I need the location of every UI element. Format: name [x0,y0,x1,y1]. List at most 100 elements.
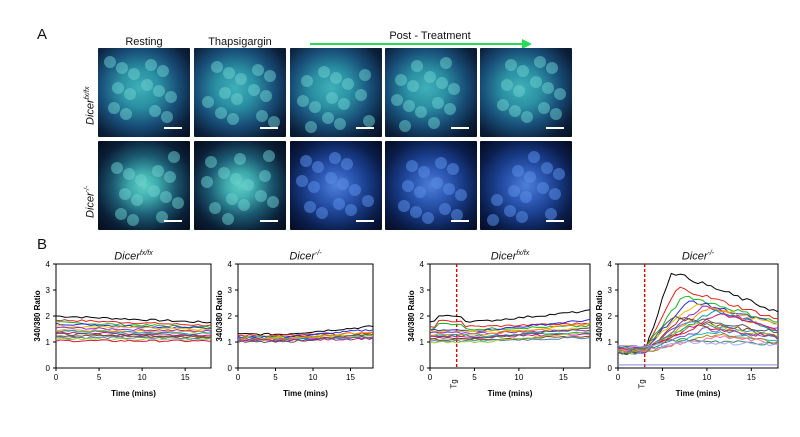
cell-blob [542,82,554,94]
series-line [55,329,212,335]
cell-blob [205,156,217,168]
cell-blob [520,191,532,203]
cell-blob [252,64,264,76]
y-tick-label: 1 [46,338,51,347]
cell-blob [296,175,308,187]
cell-blob [300,155,312,167]
micrograph-image [194,48,286,137]
plot-title-4: Dicer-/- [681,250,715,263]
x-tick-label: 10 [309,373,318,382]
cell-blob [363,115,375,127]
micrograph-image [480,48,572,137]
cell-blob [260,90,272,102]
series-line [617,333,779,354]
cell-blob [165,91,177,103]
series-line [429,335,591,341]
cell-blob [447,163,459,175]
x-tick-label: 10 [514,373,523,382]
cell-blob [435,157,447,169]
cell-blob [349,184,361,196]
cell-blob [444,103,456,115]
cell-blob [345,204,357,216]
cell-blob [424,71,436,83]
cell-blob [234,153,246,165]
cell-blob [395,74,407,86]
plot-frame [237,263,374,369]
cell-blob [235,73,247,85]
cell-blob [256,110,268,122]
cell-blob [455,189,467,201]
y-tick-label: 4 [228,260,233,269]
cell-blob [521,111,533,123]
cell-blob [530,76,542,88]
cell-blob [402,180,414,192]
series-line [429,328,591,335]
cell-blob [201,176,213,188]
cell-blob [337,178,349,190]
cell-blob [326,92,338,104]
cell-blob [128,68,140,80]
series-line [237,337,374,343]
cell-blob [255,190,267,202]
cell-blob [407,80,419,92]
cell-blob [218,167,230,179]
post-treatment-label: Post - Treatment [389,30,471,42]
scale-bar [260,127,278,129]
cell-blob [202,96,214,108]
y-axis-label: 340/380 Ratio [33,290,42,341]
series-line [55,336,212,340]
scale-bar [546,220,564,222]
x-tick-label: 15 [747,373,756,382]
cell-blob [263,150,275,162]
y-tick-label: 3 [228,286,233,295]
cell-blob [297,95,309,107]
y-axis-label: 340/380 Ratio [595,290,604,341]
cell-blob [108,102,120,114]
cell-blob [172,197,184,209]
plot-frame [55,263,212,369]
cell-blob [312,161,324,173]
cell-blob [115,208,127,220]
x-axis-label: Time (mins) [488,389,533,398]
series-line [429,309,591,323]
cell-blob [403,100,415,112]
scale-bar [356,127,374,129]
cell-blob [550,108,562,120]
cell-blob [410,206,422,218]
cell-blob [248,84,260,96]
x-tick-label: 10 [702,373,711,382]
series-line [55,315,212,324]
micrograph-image [480,141,572,230]
cell-blob [554,88,566,100]
cell-blob [304,201,316,213]
y-tick-label: 2 [608,312,613,321]
micrograph-image [385,141,477,230]
plot-title-2: Dicer-/- [289,250,322,263]
y-tick-label: 4 [46,260,51,269]
scale-bar [546,127,564,129]
y-tick-label: 1 [420,338,425,347]
cell-blob [501,79,513,91]
cell-blob [538,102,550,114]
cell-blob [362,195,374,207]
cell-blob [505,59,517,71]
cell-blob [491,194,503,206]
cell-blob [268,116,280,128]
series-line [617,335,779,353]
cell-blob [305,121,317,133]
column-label-thapsigargin: Thapsigargin [208,36,272,48]
y-tick-label: 0 [46,364,51,373]
cell-blob [516,211,528,223]
y-tick-label: 2 [46,312,51,321]
micrograph-image [290,141,382,230]
micrograph-image [98,141,190,230]
x-tick-label: 0 [616,373,621,382]
y-tick-label: 0 [228,364,233,373]
cell-blob [517,65,529,77]
series-line [55,332,212,338]
cell-blob [160,191,172,203]
series-line [429,318,591,332]
x-tick-label: 5 [472,373,477,382]
panel-b-letter: B [37,236,48,253]
series-line [617,340,779,349]
